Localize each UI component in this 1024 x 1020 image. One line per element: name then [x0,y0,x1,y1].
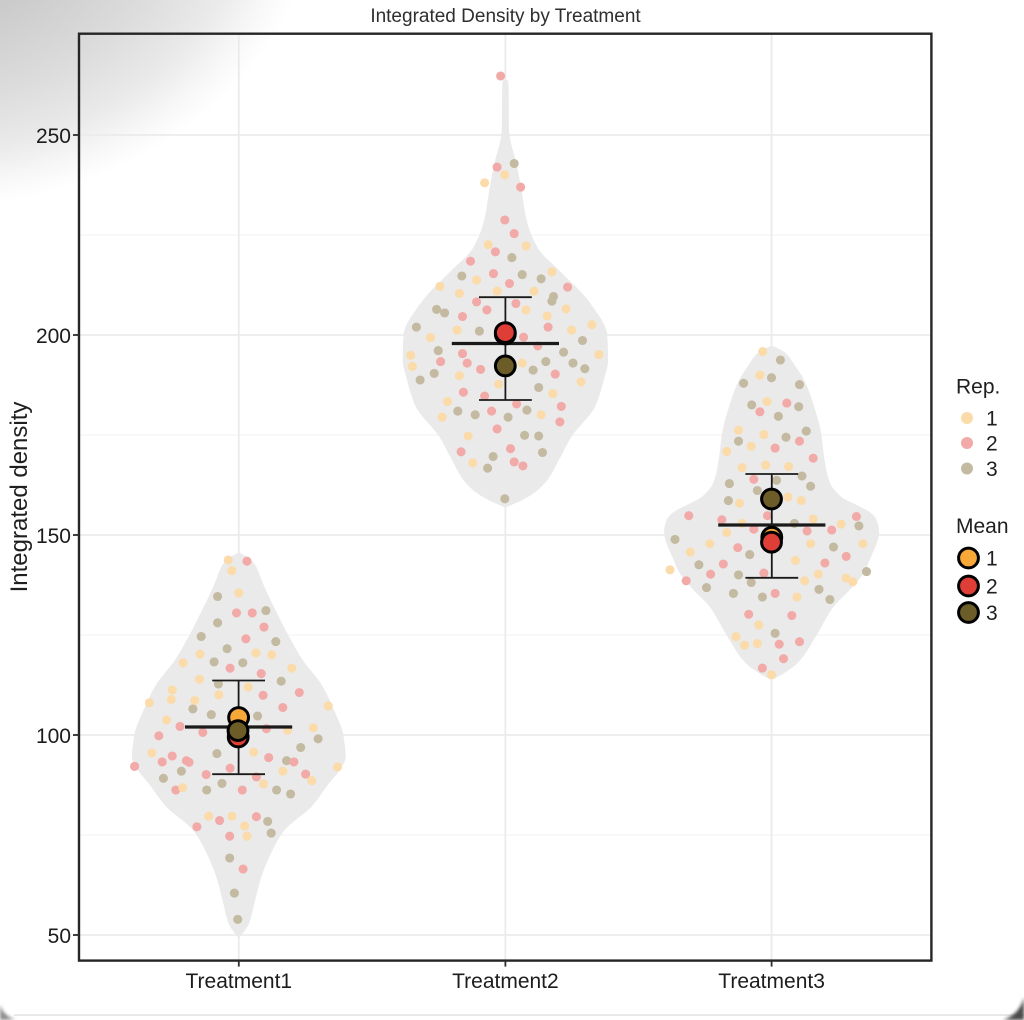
svg-text:1: 1 [986,408,998,431]
svg-text:Integrated Density by Treatmen: Integrated Density by Treatment [370,6,641,27]
svg-text:Integrated density: Integrated density [6,402,33,593]
svg-text:100: 100 [36,725,71,748]
svg-text:Treatment3: Treatment3 [718,970,825,993]
svg-text:1: 1 [986,548,998,571]
svg-text:2: 2 [986,576,998,599]
svg-text:250: 250 [36,125,71,148]
svg-text:Mean: Mean [956,515,1009,538]
svg-text:2: 2 [986,433,998,456]
svg-text:150: 150 [36,525,71,548]
svg-text:200: 200 [36,325,71,348]
svg-text:50: 50 [48,925,71,948]
svg-text:Rep.: Rep. [956,376,1000,399]
svg-text:3: 3 [986,602,998,625]
svg-text:Treatment1: Treatment1 [185,970,292,993]
svg-text:Treatment2: Treatment2 [452,970,559,993]
svg-text:3: 3 [986,458,998,481]
